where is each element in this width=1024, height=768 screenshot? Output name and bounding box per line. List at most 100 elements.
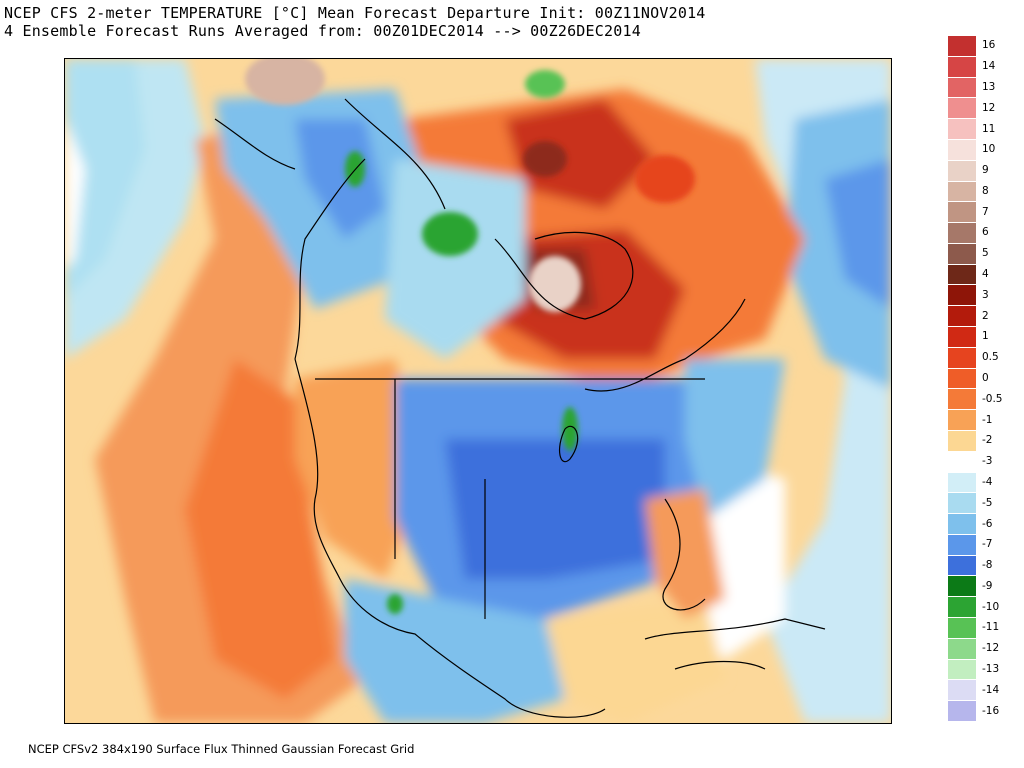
chart-title: NCEP CFS 2-meter TEMPERATURE [°C] Mean F…: [4, 4, 706, 22]
legend-swatch: [948, 638, 976, 660]
legend-swatch: [948, 285, 976, 307]
legend-label: -1: [982, 413, 993, 426]
legend-label: 1: [982, 330, 989, 343]
legend-label: 7: [982, 205, 989, 218]
legend-row: -16: [948, 701, 1024, 722]
legend-swatch: [948, 119, 976, 140]
coastlines: [214, 98, 826, 718]
legend-row: -14: [948, 680, 1024, 702]
legend-label: 14: [982, 60, 996, 73]
legend-swatch: [948, 514, 976, 535]
legend-label: 4: [982, 268, 989, 281]
legend-row: -8: [948, 555, 1024, 577]
legend-swatch: [948, 368, 976, 390]
legend-row: 11: [948, 119, 1024, 140]
legend-label: -16: [982, 704, 1000, 717]
legend-swatch: [948, 56, 976, 78]
legend-label: -3: [982, 455, 993, 468]
legend-label: -13: [982, 663, 1000, 676]
legend-row: -9: [948, 576, 1024, 598]
legend-swatch: [948, 430, 976, 452]
legend-swatch: [948, 264, 976, 286]
legend-label: -2: [982, 434, 993, 447]
legend-label: 10: [982, 143, 996, 156]
legend-row: -0.5: [948, 389, 1024, 411]
legend-swatch: [948, 534, 976, 556]
legend-label: 3: [982, 288, 989, 301]
legend-label: -12: [982, 642, 1000, 655]
legend-swatch: [948, 160, 976, 182]
legend-row: 8: [948, 181, 1024, 203]
legend-row: 14: [948, 56, 1024, 78]
legend-row: -7: [948, 534, 1024, 556]
legend-swatch: [948, 306, 976, 328]
legend-row: -10: [948, 597, 1024, 619]
legend-swatch: [948, 680, 976, 702]
legend-swatch: [948, 576, 976, 598]
legend-swatch: [948, 659, 976, 681]
legend-label: -7: [982, 538, 993, 551]
legend-label: 5: [982, 247, 989, 260]
legend-swatch: [948, 347, 976, 369]
legend-swatch: [948, 410, 976, 431]
legend-swatch: [948, 493, 976, 515]
legend-label: -8: [982, 559, 993, 572]
legend-row: 13: [948, 77, 1024, 99]
legend-label: -9: [982, 579, 993, 592]
legend-row: -2: [948, 430, 1024, 452]
legend-swatch: [948, 701, 976, 722]
legend-row: -3: [948, 451, 1024, 473]
legend-row: 2: [948, 306, 1024, 328]
legend-row: -6: [948, 514, 1024, 535]
legend-label: 6: [982, 226, 989, 239]
legend-row: 6: [948, 223, 1024, 244]
legend-row: 5: [948, 243, 1024, 265]
temperature-map: [64, 58, 892, 724]
legend-row: -13: [948, 659, 1024, 681]
legend-swatch: [948, 181, 976, 203]
legend-row: 9: [948, 160, 1024, 182]
legend-label: 12: [982, 101, 996, 114]
map-canvas: [65, 59, 891, 723]
chart-subtitle: 4 Ensemble Forecast Runs Averaged from: …: [4, 22, 641, 40]
legend-row: 0: [948, 368, 1024, 390]
legend-label: -4: [982, 475, 993, 488]
legend-label: 2: [982, 309, 989, 322]
legend-row: 0.5: [948, 347, 1024, 369]
legend-label: -14: [982, 683, 1000, 696]
legend-swatch: [948, 77, 976, 99]
legend-row: 7: [948, 202, 1024, 224]
legend-label: -0.5: [982, 392, 1003, 405]
legend-swatch: [948, 223, 976, 244]
legend-swatch: [948, 389, 976, 411]
legend-swatch: [948, 243, 976, 265]
legend-row: -1: [948, 410, 1024, 431]
legend-swatch: [948, 555, 976, 577]
legend-swatch: [948, 618, 976, 639]
legend-label: 0.5: [982, 351, 999, 364]
legend-label: -5: [982, 496, 993, 509]
legend-swatch: [948, 327, 976, 348]
legend-swatch: [948, 36, 976, 57]
legend-row: 3: [948, 285, 1024, 307]
legend-row: 1: [948, 327, 1024, 348]
legend-label: -11: [982, 621, 1000, 634]
legend-swatch: [948, 98, 976, 120]
legend-swatch: [948, 202, 976, 224]
legend-row: -4: [948, 472, 1024, 494]
legend-label: 8: [982, 184, 989, 197]
legend-row: 12: [948, 98, 1024, 120]
legend-label: 9: [982, 164, 989, 177]
legend-row: -12: [948, 638, 1024, 660]
legend-row: -11: [948, 618, 1024, 639]
legend-label: -6: [982, 517, 993, 530]
legend-swatch: [948, 472, 976, 494]
legend-label: -10: [982, 600, 1000, 613]
legend-row: 4: [948, 264, 1024, 286]
legend-row: 16: [948, 36, 1024, 57]
legend-row: 10: [948, 139, 1024, 161]
legend-label: 11: [982, 122, 996, 135]
legend-label: 13: [982, 80, 996, 93]
legend-swatch: [948, 597, 976, 619]
footer-note: NCEP CFSv2 384x190 Surface Flux Thinned …: [28, 742, 415, 756]
